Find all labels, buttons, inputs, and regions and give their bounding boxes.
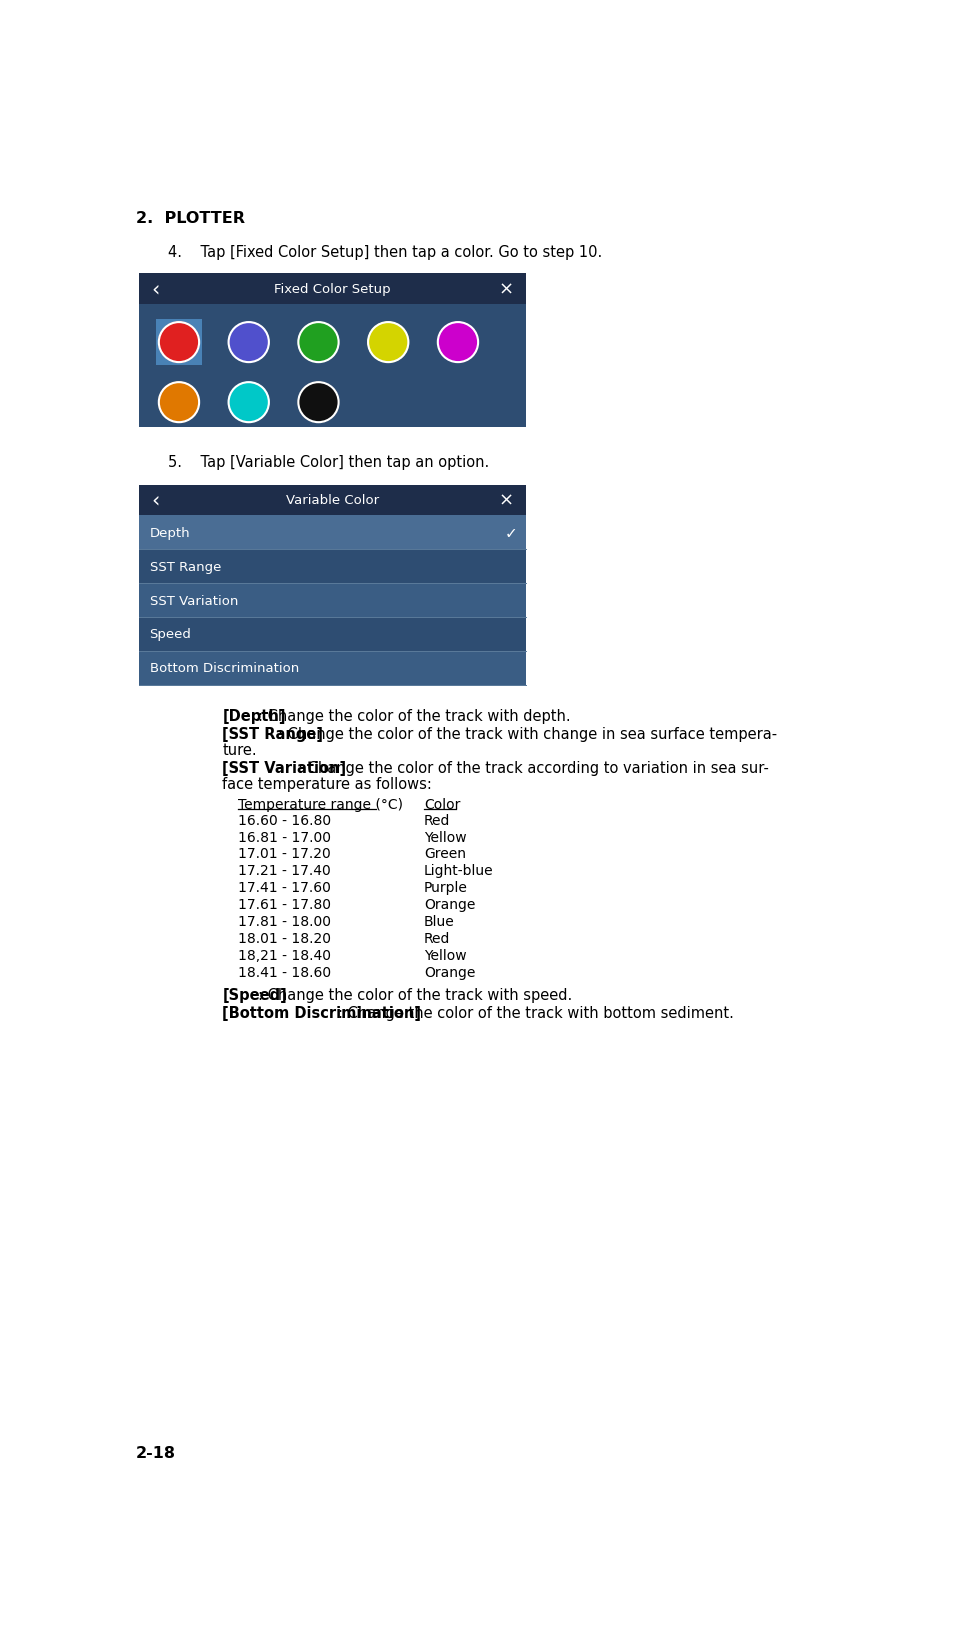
- Text: 4.    Tap [Fixed Color Setup] then tap a color. Go to step 10.: 4. Tap [Fixed Color Setup] then tap a co…: [168, 244, 602, 259]
- Text: : Change the color of the track with depth.: : Change the color of the track with dep…: [258, 708, 570, 723]
- Text: : Change the color of the track with speed.: : Change the color of the track with spe…: [258, 987, 572, 1001]
- FancyBboxPatch shape: [139, 274, 526, 305]
- Circle shape: [159, 323, 199, 362]
- Text: [SST Range]: [SST Range]: [223, 726, 323, 742]
- Text: [Speed]: [Speed]: [223, 987, 287, 1001]
- Text: 18,21 - 18.40: 18,21 - 18.40: [237, 949, 331, 962]
- Text: SST Range: SST Range: [150, 561, 221, 574]
- FancyBboxPatch shape: [139, 551, 526, 583]
- Text: ×: ×: [498, 492, 514, 510]
- Circle shape: [299, 323, 339, 362]
- Text: Fixed Color Setup: Fixed Color Setup: [274, 282, 391, 295]
- Text: 18.41 - 18.60: 18.41 - 18.60: [237, 965, 331, 980]
- Text: 17.81 - 18.00: 17.81 - 18.00: [237, 915, 331, 929]
- Text: Orange: Orange: [424, 965, 475, 980]
- Text: 17.01 - 17.20: 17.01 - 17.20: [237, 847, 331, 860]
- Text: 16.60 - 16.80: 16.60 - 16.80: [237, 813, 331, 828]
- Text: : Change the color of the track according to variation in sea sur-: : Change the color of the track accordin…: [298, 760, 769, 775]
- Text: 16.81 - 17.00: 16.81 - 17.00: [237, 829, 331, 844]
- Circle shape: [229, 323, 269, 362]
- Text: Yellow: Yellow: [424, 829, 466, 844]
- Circle shape: [229, 384, 269, 423]
- Text: Bottom Discrimination: Bottom Discrimination: [150, 662, 299, 675]
- Text: : Change the color of the track with change in sea surface tempera-: : Change the color of the track with cha…: [278, 726, 777, 742]
- Text: 17.61 - 17.80: 17.61 - 17.80: [237, 898, 331, 911]
- Circle shape: [299, 384, 339, 423]
- Text: 17.21 - 17.40: 17.21 - 17.40: [237, 864, 331, 879]
- Text: Variable Color: Variable Color: [286, 493, 379, 506]
- Circle shape: [368, 323, 409, 362]
- Text: Depth: Depth: [150, 526, 190, 539]
- Text: Temperature range (°C): Temperature range (°C): [237, 798, 403, 811]
- FancyBboxPatch shape: [156, 320, 202, 365]
- Text: Orange: Orange: [424, 898, 475, 911]
- Text: ×: ×: [498, 280, 514, 298]
- Circle shape: [159, 384, 199, 423]
- Text: Green: Green: [424, 847, 466, 860]
- Text: Yellow: Yellow: [424, 949, 466, 962]
- Text: [Depth]: [Depth]: [223, 708, 286, 723]
- Text: Red: Red: [424, 813, 450, 828]
- Text: ✓: ✓: [504, 526, 518, 541]
- Text: 18.01 - 18.20: 18.01 - 18.20: [237, 931, 331, 946]
- Text: 5.    Tap [Variable Color] then tap an option.: 5. Tap [Variable Color] then tap an opti…: [168, 454, 489, 469]
- Text: Blue: Blue: [424, 915, 454, 929]
- Text: ‹: ‹: [151, 279, 160, 298]
- Text: ‹: ‹: [151, 490, 160, 511]
- Text: 2.  PLOTTER: 2. PLOTTER: [135, 210, 244, 226]
- Text: Color: Color: [424, 798, 460, 811]
- Text: 2-18: 2-18: [135, 1446, 175, 1460]
- FancyBboxPatch shape: [139, 485, 526, 516]
- Text: Purple: Purple: [424, 880, 468, 895]
- Text: face temperature as follows:: face temperature as follows:: [223, 777, 432, 792]
- Text: [SST Variation]: [SST Variation]: [223, 760, 346, 775]
- Text: [Bottom Discrimination]: [Bottom Discrimination]: [223, 1005, 421, 1021]
- FancyBboxPatch shape: [139, 516, 526, 551]
- FancyBboxPatch shape: [139, 618, 526, 651]
- FancyBboxPatch shape: [139, 305, 526, 428]
- Circle shape: [438, 323, 478, 362]
- Text: Red: Red: [424, 931, 450, 946]
- FancyBboxPatch shape: [139, 651, 526, 685]
- Text: : Change the color of the track with bottom sediment.: : Change the color of the track with bot…: [339, 1005, 735, 1021]
- Text: SST Variation: SST Variation: [150, 595, 238, 606]
- FancyBboxPatch shape: [139, 583, 526, 618]
- Text: 17.41 - 17.60: 17.41 - 17.60: [237, 880, 331, 895]
- Text: Light-blue: Light-blue: [424, 864, 493, 879]
- Text: Speed: Speed: [150, 628, 192, 641]
- Text: ture.: ture.: [223, 742, 257, 757]
